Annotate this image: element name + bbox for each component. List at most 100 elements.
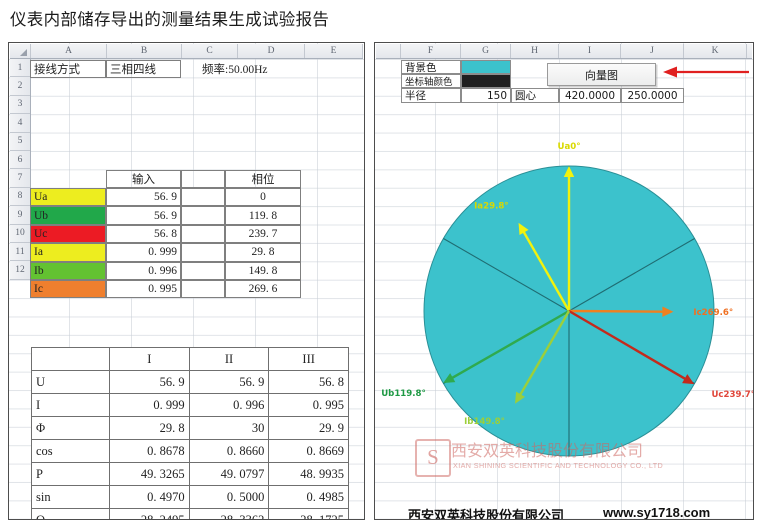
cell-input-ic[interactable]: 0. 995 bbox=[106, 280, 181, 299]
results-cell: 28. 3362 bbox=[188, 508, 270, 519]
center-y-value[interactable]: 250.0000 bbox=[621, 88, 684, 103]
results-cell: 56. 9 bbox=[188, 370, 270, 394]
cell-input-ib[interactable]: 0. 996 bbox=[106, 261, 181, 280]
cell-input-uc[interactable]: 56. 8 bbox=[106, 224, 181, 244]
vector-label-Ub1198: Ub119.8° bbox=[381, 389, 426, 399]
row-header-2[interactable]: 2 bbox=[10, 77, 30, 96]
cell-phase-uc[interactable]: 239. 7 bbox=[225, 224, 301, 244]
results-cell: 0. 8660 bbox=[188, 439, 270, 463]
cell-input-ia[interactable]: 0. 999 bbox=[106, 243, 181, 262]
results-header-iii: III bbox=[268, 347, 349, 371]
footer-company: 西安双英科技股份有限公司 bbox=[408, 509, 565, 520]
column-header-a[interactable]: A bbox=[31, 44, 107, 58]
cell-b5-input-header[interactable]: 输入 bbox=[106, 169, 181, 188]
row-header-1[interactable]: 1 bbox=[10, 59, 30, 78]
results-cell: 0. 4970 bbox=[109, 485, 190, 509]
column-header-e[interactable]: E bbox=[305, 44, 363, 58]
cell-input-ua[interactable]: 56. 9 bbox=[106, 188, 181, 207]
row-header-7[interactable]: 7 bbox=[10, 169, 30, 188]
center-x-value[interactable]: 420.0000 bbox=[559, 88, 621, 103]
select-all-corner-icon[interactable] bbox=[10, 44, 31, 58]
vector-diagram-chart: Ua0° Ia29.8° Ub119.8° Ic269.6° Uc239.7° Ib149… bbox=[381, 142, 753, 457]
row-header-3[interactable]: 3 bbox=[10, 96, 30, 115]
vector-Ic2696 bbox=[568, 306, 674, 317]
cell-blank-ib[interactable] bbox=[181, 261, 225, 280]
column-header-g[interactable]: G bbox=[461, 44, 511, 58]
vector-diagram-button-label: 向量图 bbox=[585, 68, 618, 82]
cell-name-ic[interactable]: Ic bbox=[30, 280, 106, 299]
vector-arrowhead bbox=[563, 166, 575, 177]
cell-blank-ub[interactable] bbox=[181, 206, 225, 225]
radius-value[interactable]: 150 bbox=[461, 88, 511, 103]
row-header-9[interactable]: 9 bbox=[10, 206, 30, 225]
results-cell: 29. 8 bbox=[109, 416, 190, 440]
cell-phase-ic[interactable]: 269. 6 bbox=[225, 280, 301, 299]
cell-name-ib[interactable]: Ib bbox=[30, 261, 106, 280]
vector-label-Ib1498: Ib149.8° bbox=[464, 417, 505, 427]
cell-input-ub[interactable]: 56. 9 bbox=[106, 206, 181, 225]
bg-color-swatch[interactable] bbox=[461, 60, 511, 74]
footer-url: www.sy1718.com bbox=[603, 505, 711, 520]
page-title: 仪表内部储存导出的测量结果生成试验报告 bbox=[10, 10, 330, 29]
column-header-i[interactable]: I bbox=[559, 44, 621, 58]
results-row-label: sin bbox=[31, 485, 110, 509]
column-header-k[interactable]: K bbox=[684, 44, 747, 58]
results-cell: 49. 3265 bbox=[109, 462, 190, 486]
results-cell: 56. 9 bbox=[109, 370, 190, 394]
row-header-8[interactable]: 8 bbox=[10, 188, 30, 207]
row-header-4[interactable]: 4 bbox=[10, 114, 30, 133]
results-cell: 30 bbox=[188, 416, 270, 440]
cell-d1-frequency[interactable]: 频率:50.00Hz bbox=[202, 63, 268, 76]
vector-diagram-button[interactable]: 向量图 bbox=[547, 63, 656, 86]
radius-label[interactable]: 半径 bbox=[401, 88, 461, 103]
cell-name-ub[interactable]: Ub bbox=[30, 206, 106, 225]
row-header-12[interactable]: 12 bbox=[10, 261, 30, 280]
cell-c5-blank[interactable] bbox=[181, 169, 225, 188]
cell-blank-ua[interactable] bbox=[181, 188, 225, 207]
results-cell: 29. 9 bbox=[268, 416, 349, 440]
cell-phase-ub[interactable]: 119. 8 bbox=[225, 206, 301, 225]
results-cell: 0. 999 bbox=[109, 393, 190, 417]
table-row: I 0. 999 0. 996 0. 995 bbox=[31, 393, 349, 417]
cell-phase-ua[interactable]: 0 bbox=[225, 188, 301, 207]
axis-color-label[interactable]: 坐标轴颜色 bbox=[401, 74, 461, 88]
column-header-j[interactable]: J bbox=[621, 44, 684, 58]
center-label[interactable]: 圆心 bbox=[511, 88, 559, 103]
bg-color-label[interactable]: 背景色 bbox=[401, 60, 461, 74]
column-header-f[interactable]: F bbox=[401, 44, 461, 58]
column-header-spacer bbox=[376, 44, 401, 58]
row-header-10[interactable]: 10 bbox=[10, 225, 30, 243]
table-row: P 49. 3265 49. 0797 48. 9935 bbox=[31, 462, 349, 486]
cell-name-uc[interactable]: Uc bbox=[30, 224, 106, 244]
cell-blank-ia[interactable] bbox=[181, 243, 225, 262]
cell-b1-wiring-value[interactable]: 三相四线 bbox=[106, 59, 181, 78]
cell-blank-ic[interactable] bbox=[181, 280, 225, 299]
results-row-label: U bbox=[31, 370, 110, 394]
row-header-5[interactable]: 5 bbox=[10, 133, 30, 151]
results-body: U 56. 9 56. 9 56. 8 I 0. 999 0. 996 0. 995 Φ 29. … bbox=[31, 370, 349, 519]
cell-name-ua[interactable]: Ua bbox=[30, 188, 106, 207]
results-cell: 28. 2495 bbox=[109, 508, 190, 519]
cell-d5-phase-header[interactable]: 相位 bbox=[225, 169, 301, 188]
cell-phase-ib[interactable]: 149. 8 bbox=[225, 261, 301, 280]
table-row: U 56. 9 56. 9 56. 8 bbox=[31, 370, 349, 394]
row-header-6[interactable]: 6 bbox=[10, 151, 30, 170]
right-vector-panel: F G H I J K 背景色 坐标轴颜色 半径 150 圆心 420.0000… bbox=[374, 42, 754, 520]
results-cell: 28. 1725 bbox=[268, 508, 349, 519]
column-header-d[interactable]: D bbox=[238, 44, 305, 58]
cell-phase-ia[interactable]: 29. 8 bbox=[225, 243, 301, 262]
cell-a1-wiring-label[interactable]: 接线方式 bbox=[30, 59, 106, 78]
vector-label-Ia298: Ia29.8° bbox=[474, 202, 509, 212]
column-header-b[interactable]: B bbox=[107, 44, 182, 58]
column-header-c[interactable]: C bbox=[182, 44, 238, 58]
results-row-label: cos bbox=[31, 439, 110, 463]
column-header-h[interactable]: H bbox=[511, 44, 559, 58]
left-row-header-strip: 1 2 3 4 5 6 7 8 9 10 11 12 bbox=[10, 59, 31, 280]
axis-color-swatch[interactable] bbox=[461, 74, 511, 88]
cell-name-ia[interactable]: Ia bbox=[30, 243, 106, 262]
results-cell: 0. 996 bbox=[188, 393, 270, 417]
cell-blank-uc[interactable] bbox=[181, 224, 225, 244]
results-row-label: Φ bbox=[31, 416, 110, 440]
row-header-11[interactable]: 11 bbox=[10, 243, 30, 262]
